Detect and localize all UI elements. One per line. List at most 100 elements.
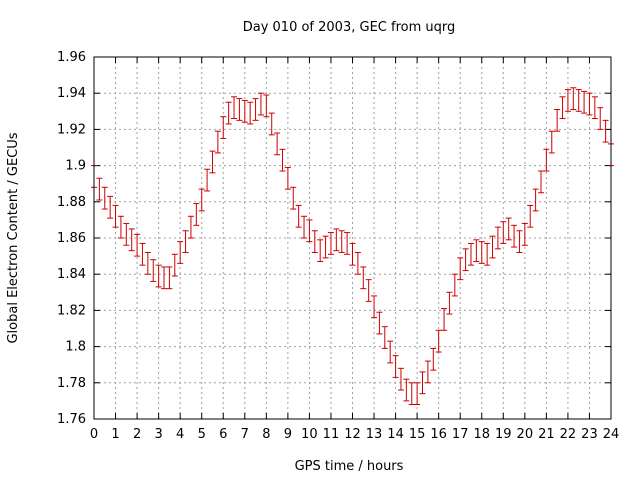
error-bar-point bbox=[134, 233, 141, 257]
error-bar-point bbox=[602, 119, 609, 143]
error-bar-point bbox=[290, 186, 297, 210]
error-bar-point bbox=[591, 96, 598, 120]
y-tick-labels: 1.76 1.78 1.8 1.82 1.84 1.86 1.88 1.9 1.92 1.94 1.… bbox=[57, 50, 86, 427]
x-tick-label: 24 bbox=[603, 427, 620, 442]
error-bar-point bbox=[360, 266, 367, 290]
y-tick-label: 1.92 bbox=[57, 122, 86, 137]
error-bar-point bbox=[537, 170, 544, 194]
error-bar-point bbox=[220, 116, 227, 139]
error-bar-point bbox=[96, 177, 103, 201]
error-bar-point bbox=[284, 166, 291, 190]
error-bar-point bbox=[451, 273, 458, 297]
error-bar-point bbox=[112, 204, 119, 228]
error-bar-point bbox=[107, 195, 114, 219]
x-tick-label: 0 bbox=[90, 427, 98, 442]
error-bar-point bbox=[252, 98, 259, 121]
error-bar-point bbox=[187, 215, 194, 239]
x-tick-label: 11 bbox=[323, 427, 340, 442]
error-bar-point bbox=[247, 101, 254, 125]
error-bar-point bbox=[376, 311, 383, 335]
error-bar-point bbox=[532, 188, 539, 212]
error-bar-point bbox=[193, 203, 200, 226]
y-tick-label: 1.84 bbox=[57, 267, 86, 282]
error-bar-point bbox=[494, 226, 501, 250]
error-bar-point bbox=[489, 235, 496, 259]
error-bar-point bbox=[527, 204, 534, 228]
error-bar-point bbox=[236, 98, 243, 121]
error-bar-point bbox=[209, 150, 216, 174]
error-bar-point bbox=[225, 101, 232, 125]
x-tick-label: 19 bbox=[495, 427, 512, 442]
x-tick-label: 5 bbox=[198, 427, 206, 442]
error-bar-point bbox=[279, 148, 286, 172]
x-tick-label: 16 bbox=[430, 427, 447, 442]
error-bar-point bbox=[521, 223, 528, 246]
error-bar-point bbox=[144, 251, 151, 275]
x-tick-label: 13 bbox=[366, 427, 383, 442]
error-bar-point bbox=[457, 257, 464, 281]
y-tick-label: 1.86 bbox=[57, 231, 86, 246]
error-bar-point bbox=[575, 89, 582, 112]
error-bar-point bbox=[408, 382, 415, 406]
error-bar-point bbox=[570, 87, 577, 110]
x-tick-label: 20 bbox=[517, 427, 534, 442]
error-bar-point bbox=[446, 291, 453, 315]
x-tick-label: 1 bbox=[111, 427, 119, 442]
error-bar-point bbox=[344, 232, 351, 255]
error-bar-point bbox=[354, 251, 361, 275]
error-bar-point bbox=[101, 186, 108, 210]
error-bar-point bbox=[268, 112, 275, 136]
x-tick-label: 22 bbox=[560, 427, 577, 442]
error-bar-point bbox=[564, 89, 571, 112]
x-axis-label: GPS time / hours bbox=[295, 459, 404, 474]
error-bar-point bbox=[554, 108, 561, 132]
error-bar-point bbox=[403, 378, 410, 402]
x-tick-label: 12 bbox=[344, 427, 361, 442]
error-bar-point bbox=[322, 235, 329, 259]
y-tick-label: 1.8 bbox=[65, 340, 86, 355]
y-tick-label: 1.88 bbox=[57, 195, 86, 210]
chart-title: Day 010 of 2003, GEC from uqrg bbox=[243, 20, 456, 35]
error-bar-series bbox=[91, 87, 614, 406]
x-tick-label: 4 bbox=[176, 427, 184, 442]
error-bar-point bbox=[128, 228, 135, 252]
y-tick-label: 1.78 bbox=[57, 376, 86, 391]
error-bar-point bbox=[150, 259, 157, 282]
x-tick-label: 9 bbox=[284, 427, 292, 442]
error-bar-point bbox=[559, 96, 566, 120]
x-tick-label: 3 bbox=[154, 427, 162, 442]
error-bar-point bbox=[430, 347, 437, 371]
x-tick-label: 15 bbox=[409, 427, 426, 442]
x-tick-label: 18 bbox=[473, 427, 490, 442]
error-bar-point bbox=[424, 360, 431, 384]
error-bar-point bbox=[381, 326, 388, 349]
error-bar-point bbox=[597, 107, 604, 130]
error-bar-point bbox=[231, 96, 238, 120]
error-bar-point bbox=[117, 215, 124, 239]
error-bar-point bbox=[543, 148, 550, 172]
error-bar-point bbox=[139, 242, 146, 266]
error-bar-point bbox=[214, 130, 221, 154]
error-bar-point bbox=[462, 248, 469, 272]
x-tick-label: 2 bbox=[133, 427, 141, 442]
y-tick-label: 1.82 bbox=[57, 303, 86, 318]
error-bar-point bbox=[182, 230, 189, 253]
error-bar-point bbox=[274, 132, 281, 156]
error-bar-point bbox=[484, 242, 491, 266]
error-bar-point bbox=[338, 230, 345, 253]
error-bar-point bbox=[204, 168, 211, 192]
error-bar-point bbox=[419, 371, 426, 395]
error-bar-point bbox=[171, 253, 178, 277]
error-bar-point bbox=[414, 382, 421, 406]
error-bar-point bbox=[478, 241, 485, 264]
error-bar-point bbox=[365, 279, 372, 302]
error-bar-point bbox=[177, 241, 184, 264]
error-bar-point bbox=[123, 223, 130, 246]
y-tick-label: 1.76 bbox=[57, 412, 86, 427]
x-tick-label: 6 bbox=[219, 427, 227, 442]
error-bar-point bbox=[516, 230, 523, 253]
x-tick-label: 7 bbox=[241, 427, 249, 442]
x-tick-label: 17 bbox=[452, 427, 469, 442]
plot-frame bbox=[93, 56, 612, 420]
